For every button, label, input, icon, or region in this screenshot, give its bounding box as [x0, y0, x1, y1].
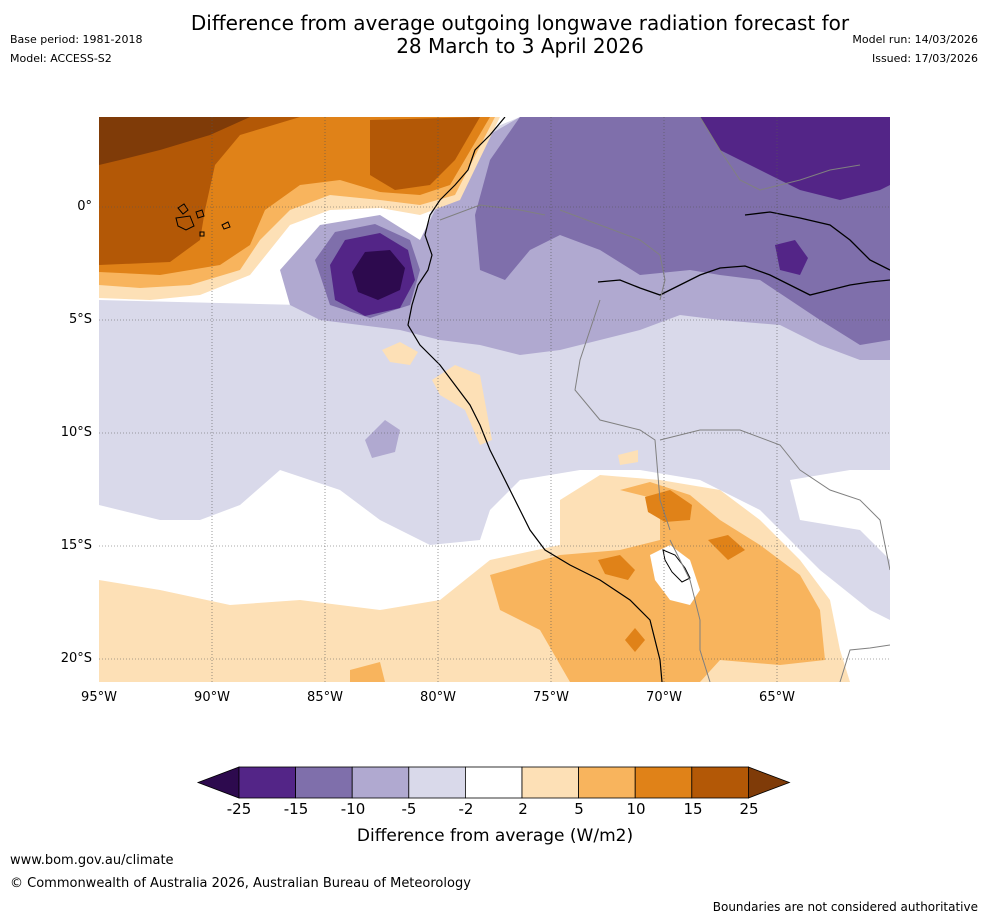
contour-pos-10-south3	[708, 535, 745, 560]
contour-pos-2-peru	[432, 365, 492, 445]
colorbar-extend-min	[196, 766, 240, 799]
colorbar-swatch	[578, 766, 636, 799]
contour-pos-5-sw	[350, 662, 385, 682]
anomaly-fill-layer	[99, 117, 890, 682]
lon-label-85w: 85°W	[307, 690, 343, 705]
colorbar-swatch	[295, 766, 353, 799]
contour-pos-10-south2	[598, 555, 635, 580]
amazon-river	[597, 265, 890, 296]
contour-pos-10-south4	[625, 628, 645, 652]
colorbar-extend-max	[748, 766, 791, 799]
lon-label-95w: 95°W	[81, 690, 117, 705]
lat-label-5s: 5°S	[68, 312, 92, 327]
model-name: Model: ACCESS-S2	[10, 52, 112, 65]
colorbar-tick: 25	[739, 800, 759, 818]
title-line-1: Difference from average outgoing longwav…	[190, 11, 850, 35]
colorbar-swatch	[351, 766, 410, 799]
lon-label-70w: 70°W	[646, 690, 682, 705]
colorbar-swatch	[521, 766, 579, 799]
galapagos-islands	[175, 203, 231, 237]
contour-neg-25-core	[352, 250, 405, 300]
colorbar-tick: -5	[401, 800, 417, 818]
rio-negro	[744, 211, 890, 271]
contour-neg-15-patch	[775, 240, 808, 275]
base-period: Base period: 1981-2018	[10, 33, 143, 46]
colorbar-tick: 10	[626, 800, 646, 818]
lon-label-75w: 75°W	[533, 690, 569, 705]
contour-pos-2-small	[618, 450, 638, 465]
coastline	[407, 117, 663, 682]
website-link[interactable]: www.bom.gov.au/climate	[10, 853, 174, 868]
lat-label-15s: 15°S	[60, 538, 92, 553]
contour-pos-15-nw	[99, 117, 300, 265]
colorbar-tick: -10	[340, 800, 366, 818]
copyright-notice: © Commonwealth of Australia 2026, Austra…	[10, 876, 471, 891]
issued-date: Issued: 17/03/2026	[871, 52, 978, 65]
lon-label-65w: 65°W	[759, 690, 795, 705]
colorbar-swatch	[408, 766, 466, 799]
graticule	[99, 117, 890, 682]
country-borders	[439, 117, 890, 682]
colorbar-tick: 2	[518, 800, 528, 818]
colorbar-tick: 5	[574, 800, 584, 818]
lon-label-90w: 90°W	[194, 690, 230, 705]
lat-label-20s: 20°S	[60, 651, 92, 666]
colorbar-tick: -25	[226, 800, 252, 818]
title-line-2: 28 March to 3 April 2026	[396, 34, 644, 58]
contour-pos-10-south	[645, 490, 692, 522]
colorbar-tick: 15	[683, 800, 703, 818]
colorbar-label: Difference from average (W/m2)	[356, 826, 634, 846]
lake-titicaca	[662, 549, 691, 583]
colorbar-swatches	[196, 766, 791, 799]
colorbar-tick: -2	[458, 800, 474, 818]
contour-pos-15-nw2	[370, 117, 480, 190]
colorbar-tick: -15	[283, 800, 309, 818]
colorbar	[196, 766, 791, 799]
lat-label-0: 0°	[77, 199, 92, 214]
contour-neg-5-small	[365, 420, 400, 458]
lon-label-80w: 80°W	[420, 690, 456, 705]
lat-label-10s: 10°S	[60, 425, 92, 440]
colorbar-swatch	[464, 766, 523, 799]
page-title: Difference from average outgoing longwav…	[120, 12, 920, 58]
contour-pos-2-coast	[382, 342, 418, 365]
boundaries-disclaimer: Boundaries are not considered authoritat…	[712, 900, 978, 914]
colorbar-swatch	[238, 766, 296, 799]
colorbar-swatch	[634, 766, 693, 799]
colorbar-swatch	[691, 766, 749, 799]
model-run: Model run: 14/03/2026	[852, 33, 978, 46]
